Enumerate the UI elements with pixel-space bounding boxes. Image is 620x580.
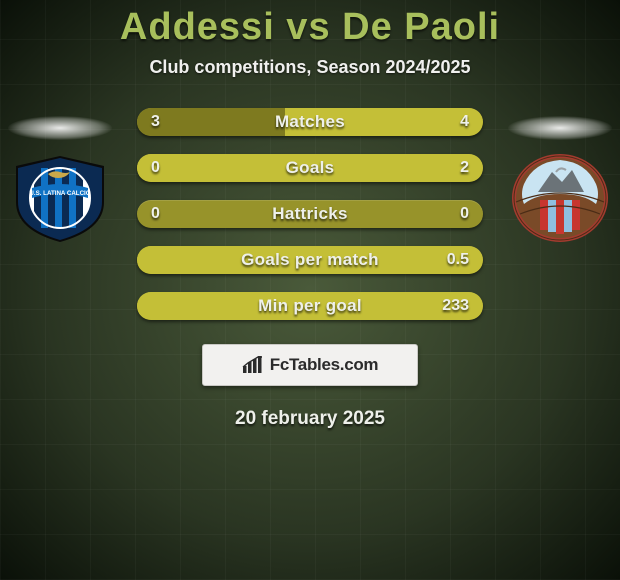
bar-chart-icon bbox=[242, 356, 264, 374]
infographic-root: Addessi vs De Paoli Club competitions, S… bbox=[0, 0, 620, 580]
player-shadow-left bbox=[8, 116, 112, 140]
content: Addessi vs De Paoli Club competitions, S… bbox=[0, 0, 620, 580]
footer-brand-text: FcTables.com bbox=[270, 355, 379, 375]
bar-label: Goals per match bbox=[137, 246, 483, 274]
bar-label: Hattricks bbox=[137, 200, 483, 228]
bar-label: Min per goal bbox=[137, 292, 483, 320]
svg-text:U.S. LATINA CALCIO: U.S. LATINA CALCIO bbox=[29, 190, 90, 197]
stat-bars: 34Matches 02Goals 00Hattricks 0.5Goals per … bbox=[137, 108, 483, 320]
club-logo-right bbox=[510, 154, 610, 242]
stat-bar: 0.5Goals per match bbox=[137, 246, 483, 274]
catania-badge-icon bbox=[510, 154, 610, 242]
club-logo-left: U.S. LATINA CALCIO bbox=[10, 154, 110, 242]
left-player-col: U.S. LATINA CALCIO bbox=[0, 108, 120, 242]
stat-bar: 00Hattricks bbox=[137, 200, 483, 228]
right-player-col bbox=[500, 108, 620, 242]
page-title: Addessi vs De Paoli bbox=[0, 6, 620, 49]
compare-area: U.S. LATINA CALCIO bbox=[0, 108, 620, 320]
bar-label: Matches bbox=[137, 108, 483, 136]
footer-brand-card: FcTables.com bbox=[202, 344, 418, 386]
stat-bar: 34Matches bbox=[137, 108, 483, 136]
latina-shield-icon: U.S. LATINA CALCIO bbox=[10, 154, 110, 242]
date-text: 20 february 2025 bbox=[0, 408, 620, 430]
player-shadow-right bbox=[508, 116, 612, 140]
stat-bar: 02Goals bbox=[137, 154, 483, 182]
bar-label: Goals bbox=[137, 154, 483, 182]
stat-bar: 233Min per goal bbox=[137, 292, 483, 320]
subtitle: Club competitions, Season 2024/2025 bbox=[0, 57, 620, 78]
